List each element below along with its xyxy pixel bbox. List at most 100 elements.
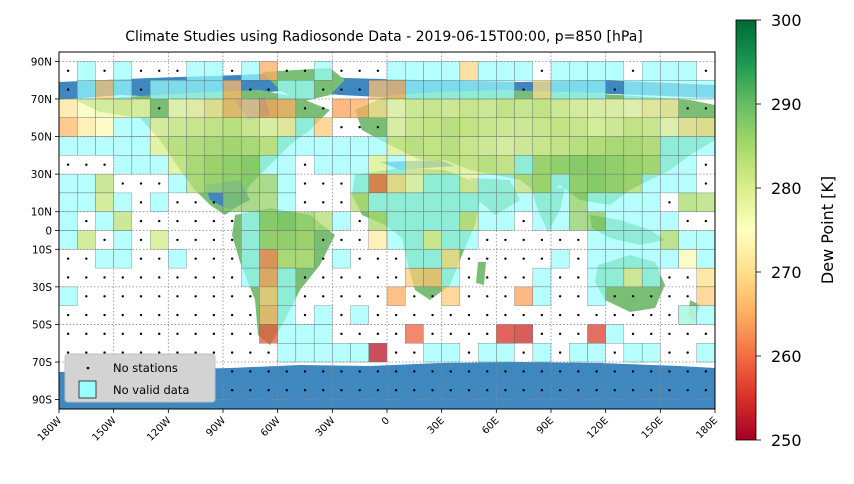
legend-no-valid-label: No valid data bbox=[113, 383, 189, 397]
no-station-dot bbox=[158, 182, 161, 185]
no-station-dot bbox=[376, 257, 380, 260]
heatmap-cell bbox=[496, 155, 515, 175]
heatmap-cell bbox=[259, 267, 278, 288]
no-station-dot bbox=[121, 351, 124, 354]
no-station-dot bbox=[176, 219, 179, 223]
heatmap-cell bbox=[95, 192, 114, 212]
heatmap-cell bbox=[277, 98, 297, 118]
no-valid-data-cell bbox=[696, 80, 715, 100]
no-station-dot bbox=[158, 107, 161, 110]
no-valid-data-cell bbox=[459, 192, 479, 212]
no-valid-data-cell bbox=[277, 80, 297, 100]
no-valid-data-cell bbox=[532, 211, 552, 231]
no-station-dot bbox=[249, 295, 252, 298]
no-valid-data-cell bbox=[623, 249, 643, 269]
no-valid-data-cell bbox=[368, 192, 388, 212]
heatmap-cell bbox=[514, 286, 533, 306]
no-station-dot bbox=[303, 69, 307, 72]
heatmap-cell bbox=[514, 98, 533, 118]
no-station-dot bbox=[212, 219, 216, 223]
heatmap-cell bbox=[696, 267, 715, 288]
no-valid-data-cell bbox=[405, 192, 424, 212]
no-valid-data-cell bbox=[496, 343, 515, 363]
heatmap-cell bbox=[95, 80, 114, 100]
no-station-dot bbox=[540, 313, 544, 317]
no-station-dot bbox=[413, 313, 416, 317]
heatmap-cell bbox=[641, 98, 661, 118]
no-station-dot bbox=[486, 389, 489, 392]
no-station-dot bbox=[176, 276, 179, 279]
no-station-dot bbox=[340, 370, 343, 373]
no-valid-data-cell bbox=[295, 80, 315, 100]
no-station-dot bbox=[358, 389, 361, 392]
heatmap-cell bbox=[350, 98, 369, 118]
no-station-dot bbox=[431, 313, 434, 317]
heatmap-cell bbox=[532, 173, 552, 194]
no-station-dot bbox=[194, 295, 197, 298]
no-station-dot bbox=[467, 257, 471, 260]
no-valid-data-cell bbox=[186, 80, 205, 100]
lon-tick-label: 90W bbox=[204, 415, 228, 439]
heatmap-cell bbox=[204, 98, 224, 118]
heatmap-cell bbox=[441, 155, 461, 175]
no-station-dot bbox=[176, 201, 179, 204]
no-valid-data-cell bbox=[350, 155, 369, 175]
no-valid-data-cell bbox=[113, 155, 133, 175]
no-valid-data-cell bbox=[168, 249, 187, 269]
no-station-dot bbox=[686, 351, 689, 354]
no-valid-data-cell bbox=[532, 267, 552, 288]
no-valid-data-cell bbox=[149, 80, 169, 100]
heatmap-cell bbox=[605, 117, 625, 137]
no-valid-data-cell bbox=[423, 61, 442, 81]
no-valid-data-cell bbox=[95, 211, 114, 231]
no-valid-data-cell bbox=[678, 305, 697, 325]
heatmap-cell bbox=[623, 117, 643, 137]
heatmap-cell bbox=[623, 136, 643, 156]
no-station-dot bbox=[85, 351, 88, 354]
heatmap-cell bbox=[623, 155, 643, 175]
no-valid-data-cell bbox=[95, 249, 114, 269]
no-station-dot bbox=[394, 257, 398, 260]
no-station-dot bbox=[613, 351, 616, 354]
no-station-dot bbox=[176, 332, 179, 336]
no-station-dot bbox=[230, 370, 234, 373]
no-valid-data-cell bbox=[605, 249, 625, 269]
no-valid-data-cell bbox=[496, 173, 515, 194]
no-valid-data-cell bbox=[241, 249, 260, 269]
no-station-dot bbox=[212, 332, 216, 336]
no-valid-data-cell bbox=[386, 230, 406, 250]
no-station-dot bbox=[668, 276, 671, 279]
no-station-dot bbox=[322, 370, 325, 373]
heatmap-cell bbox=[295, 249, 315, 269]
heatmap-cell bbox=[386, 117, 406, 137]
no-valid-data-cell bbox=[259, 155, 278, 175]
no-station-dot bbox=[668, 351, 671, 354]
no-station-dot bbox=[230, 257, 234, 260]
no-station-dot bbox=[212, 276, 216, 279]
no-station-dot bbox=[340, 389, 343, 392]
no-valid-data-cell bbox=[241, 211, 260, 231]
no-station-dot bbox=[121, 276, 124, 279]
no-station-dot bbox=[158, 332, 161, 336]
heatmap-cell bbox=[532, 155, 552, 175]
heatmap-cell bbox=[587, 117, 606, 137]
no-station-dot bbox=[558, 351, 562, 354]
no-valid-data-cell bbox=[550, 173, 570, 194]
no-station-dot bbox=[267, 370, 270, 373]
no-station-dot bbox=[121, 182, 124, 185]
heatmap-cell bbox=[605, 173, 625, 194]
heatmap-cell bbox=[696, 192, 715, 212]
no-valid-data-cell bbox=[313, 324, 333, 344]
no-valid-data-cell bbox=[532, 343, 552, 363]
no-valid-data-cell bbox=[332, 136, 351, 156]
no-valid-data-cell bbox=[386, 61, 406, 81]
no-station-dot bbox=[394, 370, 398, 373]
no-valid-data-cell bbox=[313, 61, 333, 81]
no-station-dot bbox=[66, 351, 70, 354]
no-station-dot bbox=[358, 332, 361, 336]
no-valid-data-cell bbox=[641, 343, 661, 363]
no-station-dots bbox=[66, 69, 708, 392]
no-station-dot bbox=[303, 389, 307, 392]
heatmap-cell bbox=[569, 211, 588, 231]
heatmap-cell bbox=[368, 343, 388, 363]
